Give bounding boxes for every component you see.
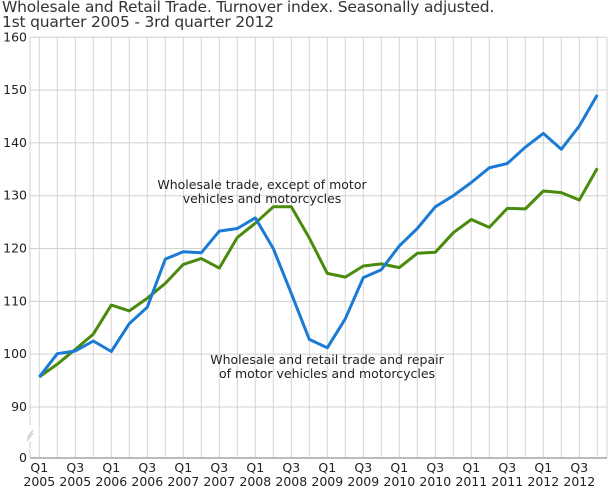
x-tick-year: 2011 <box>491 474 523 488</box>
series-line-1 <box>38 167 599 379</box>
x-tick-year: 2007 <box>203 474 235 488</box>
x-tick-year: 2010 <box>419 474 451 488</box>
chart-title: Wholesale and Retail Trade. Turnover ind… <box>2 0 494 30</box>
y-tick-label: 100 <box>3 346 27 361</box>
y-tick-label: 0 <box>19 450 27 465</box>
series-label: of motor vehicles and motorcycles <box>219 366 435 381</box>
x-tick-quarter: Q3 <box>282 460 300 475</box>
x-tick-quarter: Q1 <box>534 460 552 475</box>
x-tick-quarter: Q1 <box>102 460 120 475</box>
y-tick-label: 140 <box>3 135 27 150</box>
x-tick-year: 2012 <box>527 474 559 488</box>
y-tick-label: 160 <box>3 29 27 44</box>
x-tick-year: 2009 <box>347 474 379 488</box>
x-tick-quarter: Q3 <box>426 460 444 475</box>
x-tick-quarter: Q1 <box>390 460 408 475</box>
x-tick-year: 2008 <box>239 474 271 488</box>
x-tick-quarter: Q1 <box>318 460 336 475</box>
y-tick-label: 110 <box>3 293 27 308</box>
y-tick-label: 150 <box>3 82 27 97</box>
x-tick-year: 2007 <box>167 474 199 488</box>
series-label: vehicles and motorcycles <box>183 191 342 206</box>
title-line: Wholesale and Retail Trade. Turnover ind… <box>2 0 495 16</box>
series-label: Wholesale trade, except of motor <box>157 177 367 192</box>
x-tick-year: 2008 <box>275 474 307 488</box>
x-tick-year: 2012 <box>563 474 595 488</box>
x-tick-quarter: Q3 <box>354 460 372 475</box>
x-tick-quarter: Q1 <box>462 460 480 475</box>
x-tick-year: 2006 <box>95 474 127 488</box>
series-line-0 <box>38 94 599 378</box>
x-tick-quarter: Q3 <box>570 460 588 475</box>
axis-break-mark <box>26 432 34 442</box>
x-tick-quarter: Q3 <box>138 460 156 475</box>
x-tick-quarter: Q3 <box>210 460 228 475</box>
y-tick-label: 90 <box>11 399 27 414</box>
x-tick-quarter: Q1 <box>246 460 264 475</box>
x-tick-quarter: Q1 <box>30 460 48 475</box>
y-tick-label: 120 <box>3 241 27 256</box>
subtitle-line: 1st quarter 2005 - 3rd quarter 2012 <box>2 13 274 31</box>
x-tick-quarter: Q3 <box>498 460 516 475</box>
x-tick-quarter: Q1 <box>174 460 192 475</box>
x-tick-year: 2011 <box>455 474 487 488</box>
y-tick-label: 130 <box>3 188 27 203</box>
x-tick-year: 2005 <box>59 474 91 488</box>
x-tick-year: 2005 <box>23 474 55 488</box>
axis-break-mark <box>26 429 34 439</box>
x-tick-quarter: Q3 <box>66 460 84 475</box>
x-tick-year: 2010 <box>383 474 415 488</box>
x-tick-year: 2009 <box>311 474 343 488</box>
series-label: Wholesale and retail trade and repair <box>210 352 444 367</box>
x-tick-year: 2006 <box>131 474 163 488</box>
